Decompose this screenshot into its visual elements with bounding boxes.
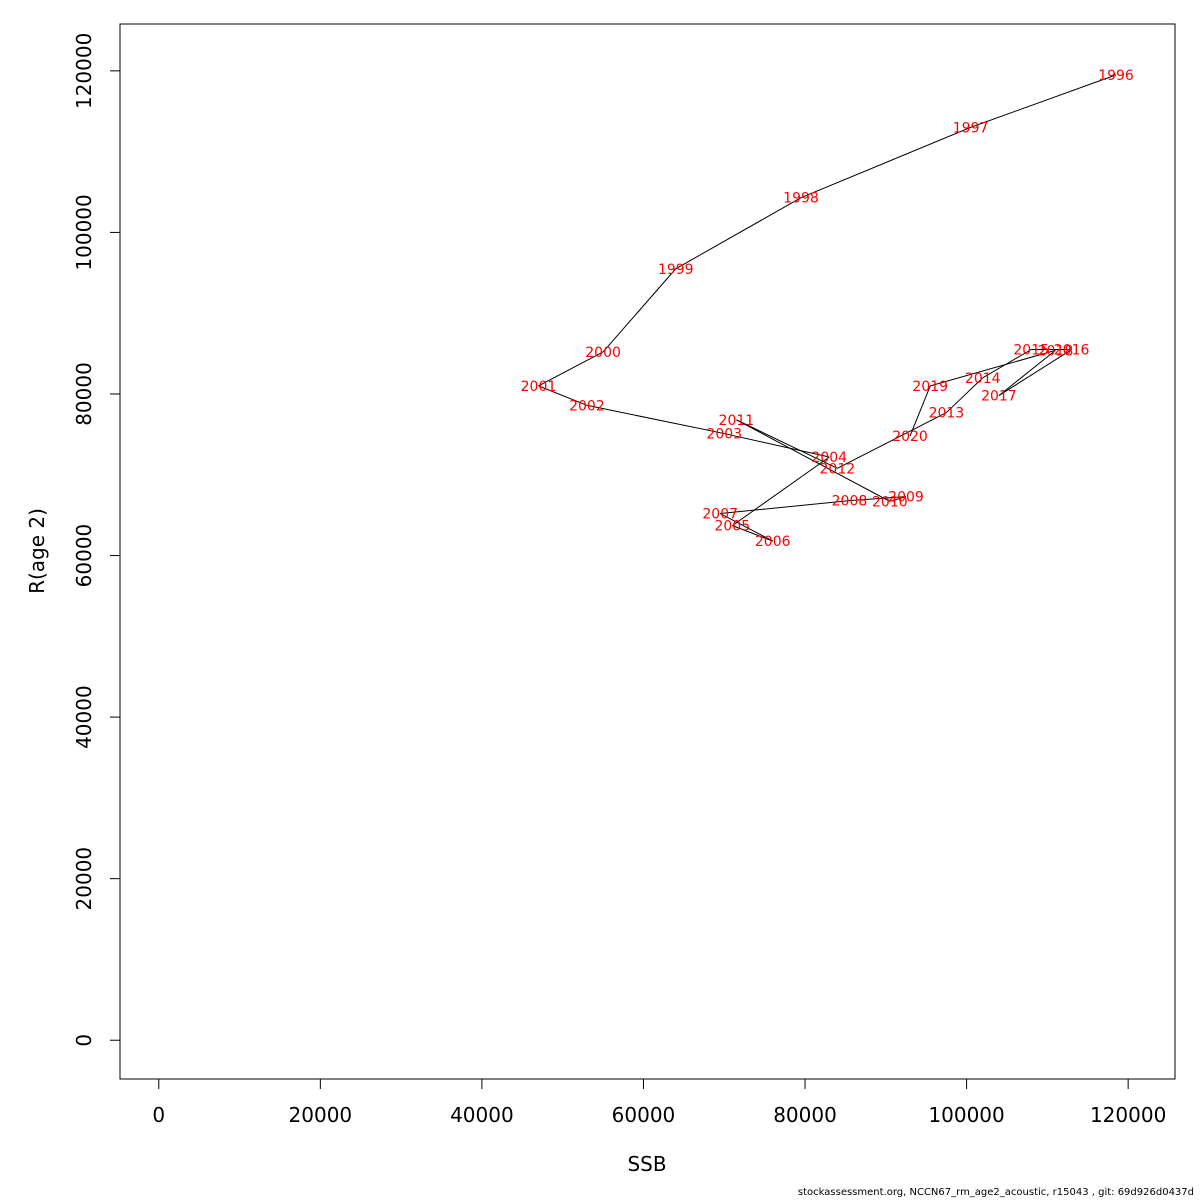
y-axis-title: R(age 2): [25, 508, 49, 594]
segment-2000-2001: [538, 351, 604, 387]
segment-2017-2018: [998, 349, 1056, 396]
segment-2003-2004: [724, 433, 830, 458]
segment-2009-2010: [889, 496, 907, 502]
y-tick-label: 20000: [72, 847, 96, 911]
segment-2002-2003: [586, 404, 725, 435]
point-label-2012: 2012: [820, 461, 856, 477]
segment-1999-2000: [602, 268, 677, 353]
point-label-2011: 2011: [719, 413, 755, 429]
point-label-2000: 2000: [585, 345, 621, 361]
segment-1996-1997: [970, 74, 1117, 128]
segment-2011-2012: [736, 419, 838, 469]
y-tick-label: 40000: [72, 685, 96, 749]
x-tick-label: 100000: [928, 1103, 1004, 1127]
segment-2016-2017: [998, 349, 1072, 397]
segment-2004-2005: [732, 456, 830, 527]
x-axis: 0 20000 40000 60000 80000 100000 120000: [152, 1079, 1166, 1127]
point-label-2018: 2018: [1038, 343, 1074, 359]
point-label-2005: 2005: [714, 519, 750, 535]
point-label-2006: 2006: [755, 534, 791, 550]
x-tick-label: 40000: [450, 1103, 514, 1127]
point-label-2019: 2019: [912, 379, 948, 395]
segment-2007-2008: [720, 500, 850, 515]
segment-2013-2014: [946, 377, 984, 413]
point-labels: 1996 1997 1998 1999 2000 2001 2002 2003 2004 2005…: [521, 68, 1134, 550]
footer-credit: stockassessment.org, NCCN67_rm_age2_acou…: [797, 1187, 1194, 1198]
y-axis: 0 20000 40000 60000 80000 100000 120000: [72, 33, 120, 1047]
point-label-2016: 2016: [1054, 343, 1090, 359]
point-label-1998: 1998: [783, 191, 819, 207]
plot-frame: [119, 23, 1176, 1080]
point-label-2010: 2010: [872, 494, 908, 510]
x-tick-label: 60000: [612, 1103, 676, 1127]
y-tick-label: 60000: [72, 524, 96, 588]
segment-1998-1999: [675, 197, 802, 270]
point-label-2017: 2017: [981, 389, 1017, 405]
y-tick-label: 100000: [72, 194, 96, 270]
point-label-2013: 2013: [929, 406, 965, 422]
segment-1997-1998: [800, 126, 971, 199]
segment-2018-2019: [930, 349, 1056, 387]
point-label-2002: 2002: [569, 398, 605, 414]
segment-2006-2007: [719, 513, 773, 542]
point-label-1999: 1999: [658, 262, 694, 278]
point-label-2014: 2014: [965, 371, 1001, 387]
y-tick-label: 0: [72, 1034, 96, 1047]
segment-2019-2020: [909, 385, 931, 437]
y-tick-label: 80000: [72, 362, 96, 426]
x-tick-label: 20000: [289, 1103, 353, 1127]
y-tick-label: 120000: [72, 33, 96, 109]
point-label-1996: 1996: [1098, 68, 1134, 84]
point-label-2007: 2007: [702, 507, 738, 523]
segment-2005-2006: [732, 525, 773, 542]
point-label-2001: 2001: [521, 379, 557, 395]
point-label-2004: 2004: [811, 450, 847, 466]
point-label-2015: 2015: [1013, 343, 1049, 359]
segment-2012-2013: [837, 412, 947, 469]
point-label-2003: 2003: [706, 427, 742, 443]
x-axis-title: SSB: [627, 1152, 666, 1176]
point-label-2009: 2009: [888, 490, 924, 506]
segment-2010-2011: [736, 419, 891, 502]
x-tick-label: 80000: [773, 1103, 837, 1127]
x-tick-label: 0: [152, 1103, 165, 1127]
point-label-2008: 2008: [832, 494, 868, 510]
point-label-1997: 1997: [953, 120, 989, 136]
point-label-2020: 2020: [892, 429, 928, 445]
x-tick-label: 120000: [1090, 1103, 1166, 1127]
segment-2001-2002: [538, 385, 588, 406]
series-path: [538, 74, 1117, 542]
segment-2008-2009: [849, 496, 907, 502]
